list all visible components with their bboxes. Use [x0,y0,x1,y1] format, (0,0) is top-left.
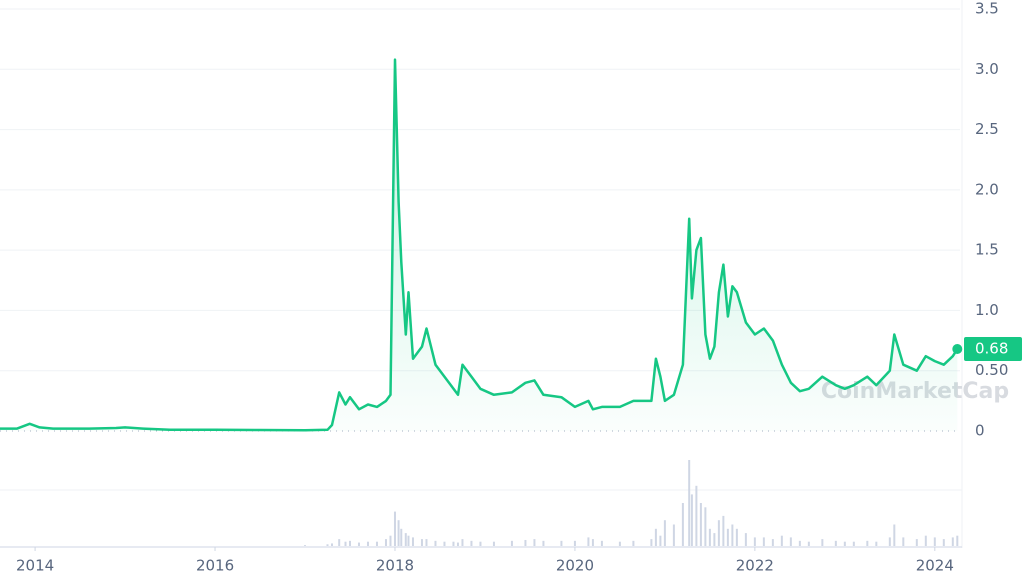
volume-bar [542,540,545,546]
volume-bar [456,542,459,546]
volume-bar [443,541,446,546]
volume-bar [404,533,407,546]
volume-bar [573,540,576,546]
volume-bar [393,511,396,546]
volume-bar [672,524,675,546]
volume-bar [560,540,563,546]
volume-bar [713,533,716,546]
last-point [952,344,963,355]
volume-bar [695,485,698,546]
volume-bar [304,545,307,546]
volume-bar [389,535,392,546]
volume-bar [659,535,662,546]
volume-bar [650,539,653,546]
volume-bar [704,507,707,546]
volume-bar [479,541,482,546]
volume-bar [434,540,437,546]
y-tick-label: 0.50 [975,361,1008,379]
volume-bar [326,544,329,546]
y-tick-label: 2.5 [975,120,999,138]
y-tick-label: 1.0 [975,301,999,319]
y-tick-label: 0 [975,422,985,440]
volume-bar [461,539,464,546]
price-tag [964,337,1022,362]
volume-bar [587,537,590,546]
volume-bar [771,539,774,546]
volume-bar [866,540,869,546]
volume-bar [834,540,837,546]
volume-bar [951,537,954,546]
volume-bar [591,539,594,546]
price-tag-label: 0.68 [975,340,1008,358]
y-tick-label: 3.5 [975,0,999,18]
y-tick-label: 3.0 [975,60,999,78]
volume-bar [807,541,810,546]
price-line [0,58,959,432]
volume-bar [722,515,725,546]
volume-bar [717,520,720,546]
area [0,59,958,431]
volume-bar [762,537,765,546]
volume-bar [384,539,387,546]
x-tick-label: 2020 [556,557,594,575]
volume-bar [338,539,341,546]
volume-bar [510,540,513,546]
volume-bar [753,537,756,546]
y-tick-label: 2.0 [975,180,999,198]
volume-bar [789,537,792,546]
volume-bar [735,528,738,546]
volume-bar [875,541,878,546]
volume-bar [533,539,536,546]
volume-bar [956,535,959,546]
volume-bar [524,539,527,546]
volume-bar [654,528,657,546]
volume-bar [425,539,428,546]
volume-bar [344,541,347,546]
x-tick-label: 2014 [16,557,54,575]
volume-bar [688,460,691,546]
volume-bar [618,541,621,546]
volume-bar [407,535,410,546]
volume-bar [821,539,824,546]
volume-bar [375,541,378,546]
volume-bar [708,528,711,546]
volume-bar [632,540,635,546]
volume-bar [933,537,936,546]
volume-bar [366,541,369,546]
volume-bar [420,539,423,546]
volume-bar [411,537,414,546]
volume-bar [780,535,783,546]
volume-bar [470,540,473,546]
volume-bar [357,542,360,546]
x-tick-label: 2024 [916,557,954,575]
volume-bar [915,539,918,546]
volume-bar [681,503,684,546]
volume-bar [492,541,495,546]
y-tick-label: 1.5 [975,241,999,259]
volume-bar [452,541,455,546]
volume-bar [924,535,927,546]
volume-bar [348,540,351,546]
volume-bar [330,543,333,546]
volume-bar [699,503,702,546]
volume-bar [888,537,891,546]
volume-bar [902,537,905,546]
x-tick-label: 2022 [736,557,774,575]
volume-bar [397,520,400,546]
volume-bar [843,541,846,546]
x-tick-label: 2018 [376,557,414,575]
volume-bar [852,541,855,546]
volume-bar [798,540,801,546]
volume-bar [744,533,747,546]
volume-bar [893,524,896,546]
volume-bar [726,528,729,546]
volume-bar [663,520,666,546]
volume-bar [690,494,693,546]
volume-bar [600,540,603,546]
volume-bar [942,539,945,546]
volume-bar [400,528,403,546]
x-tick-label: 2016 [196,557,234,575]
volume-bar [731,524,734,546]
